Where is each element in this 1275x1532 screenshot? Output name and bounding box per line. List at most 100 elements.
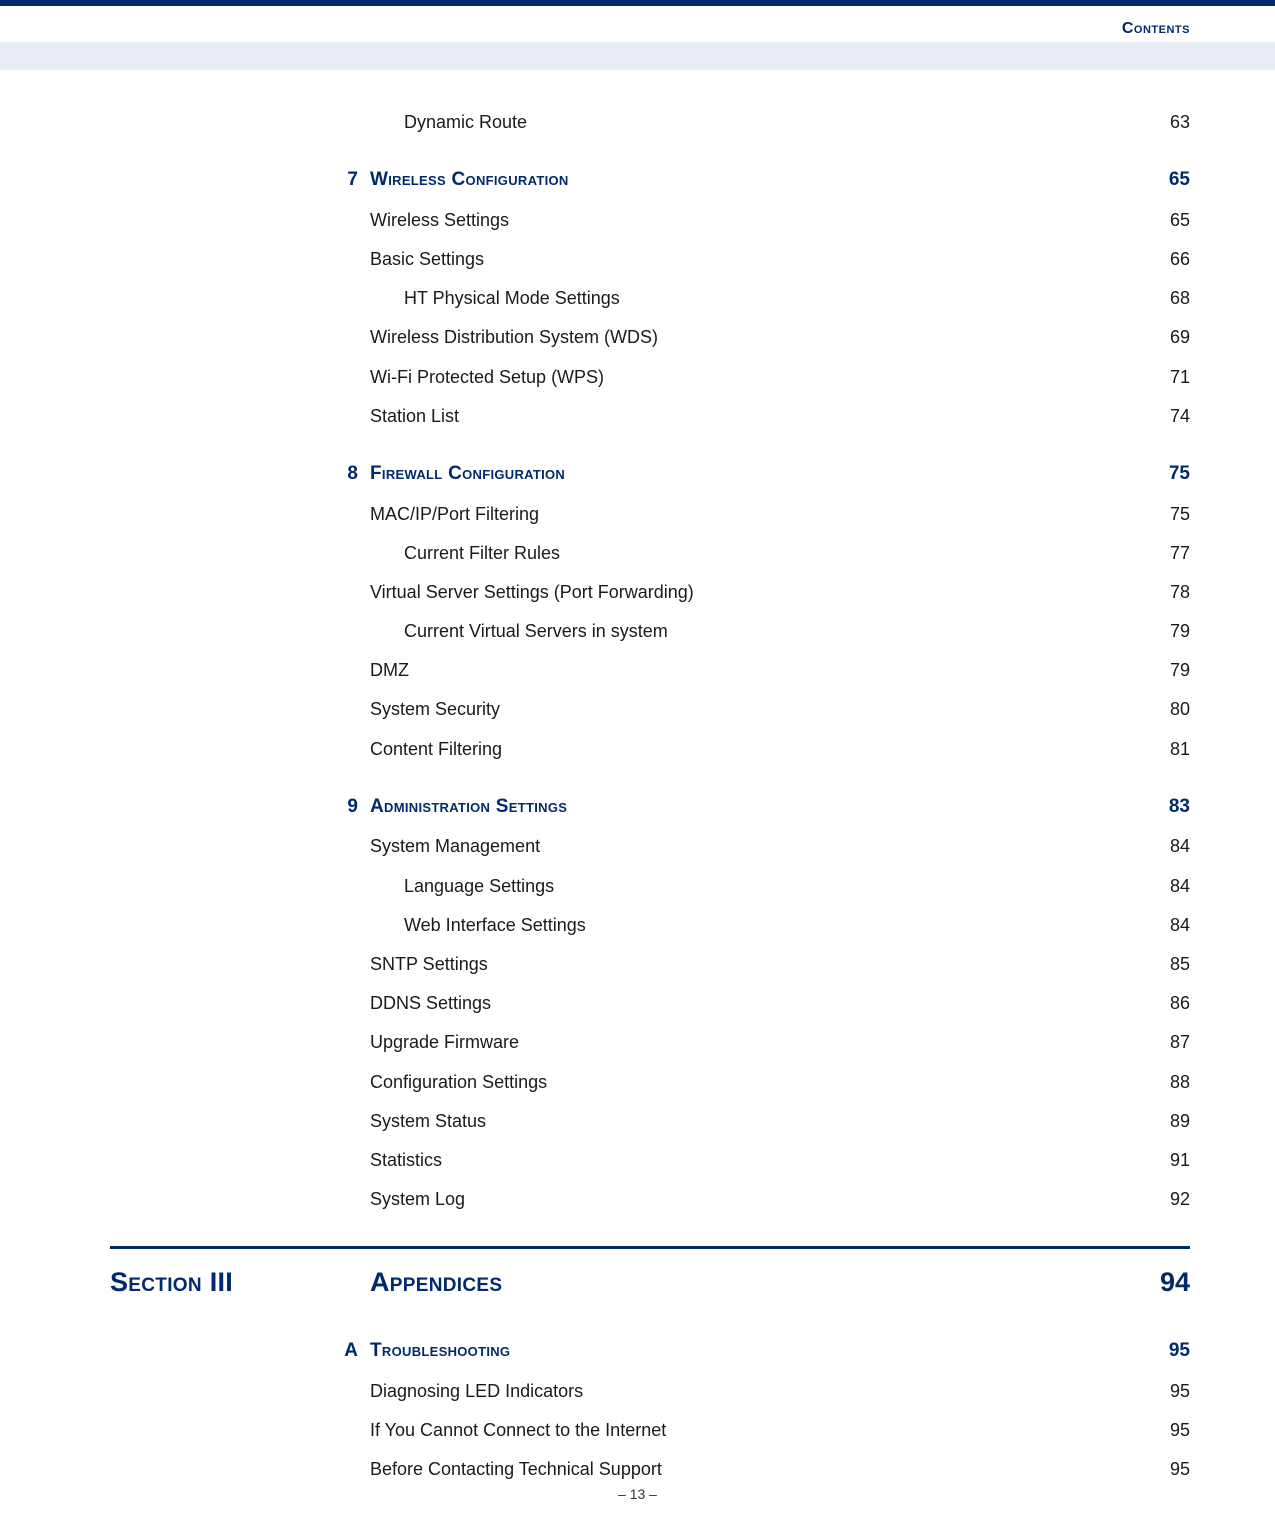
chapter-entry-area: Wireless Configuration65 <box>370 167 1190 194</box>
section-entry-area: Appendices 94 <box>370 1267 1190 1298</box>
entry-area: Wi-Fi Protected Setup (WPS) 71 <box>370 365 1190 390</box>
entry-title: Wi-Fi Protected Setup (WPS) <box>370 365 604 390</box>
chapter-gutter: A <box>110 1338 370 1365</box>
toc-entry-row: System Status 89 <box>110 1109 1190 1134</box>
toc-entry-row: Basic Settings 66 <box>110 247 1190 272</box>
entry-title: SNTP Settings <box>370 952 488 977</box>
toc-entry-row: HT Physical Mode Settings68 <box>110 286 1190 311</box>
entry-page: 71 <box>1170 365 1190 390</box>
entry-area: Diagnosing LED Indicators95 <box>370 1379 1190 1404</box>
entry-title: Web Interface Settings <box>370 913 586 938</box>
toc-entry-row: Wireless Settings 65 <box>110 208 1190 233</box>
toc-entry-row: Current Virtual Servers in system79 <box>110 619 1190 644</box>
entry-title: Virtual Server Settings (Port Forwarding… <box>370 580 694 605</box>
chapter-page: 95 <box>1169 1338 1190 1365</box>
entry-area: System Management84 <box>370 834 1190 859</box>
entry-area: DDNS Settings86 <box>370 991 1190 1016</box>
toc-entry-row: Diagnosing LED Indicators95 <box>110 1379 1190 1404</box>
toc-entry-row: Content Filtering81 <box>110 737 1190 762</box>
entry-page: 92 <box>1170 1187 1190 1212</box>
entry-area: Content Filtering81 <box>370 737 1190 762</box>
entry-title: Diagnosing LED Indicators <box>370 1379 583 1404</box>
toc-entry-row: Dynamic Route63 <box>110 110 1190 135</box>
section-title: Appendices <box>370 1267 502 1298</box>
entry-page: 74 <box>1170 404 1190 429</box>
entry-area: Web Interface Settings 84 <box>370 913 1190 938</box>
entry-area: Dynamic Route63 <box>370 110 1190 135</box>
entry-area: Wireless Settings 65 <box>370 208 1190 233</box>
entry-page: 91 <box>1170 1148 1190 1173</box>
entry-page: 87 <box>1170 1030 1190 1055</box>
entry-area: Configuration Settings 88 <box>370 1070 1190 1095</box>
entry-title: Configuration Settings <box>370 1070 547 1095</box>
page-number: – 13 – <box>0 1486 1275 1502</box>
section-label-gutter: Section III <box>110 1267 370 1298</box>
entry-area: Wireless Distribution System (WDS)69 <box>370 325 1190 350</box>
entry-page: 86 <box>1170 991 1190 1016</box>
entry-page: 78 <box>1170 580 1190 605</box>
entry-title: If You Cannot Connect to the Internet <box>370 1418 666 1443</box>
entry-page: 84 <box>1170 874 1190 899</box>
appendix-container: ATroubleshooting95 Diagnosing LED Indicat… <box>110 1320 1190 1482</box>
entry-area: DMZ79 <box>370 658 1190 683</box>
entry-page: 88 <box>1170 1070 1190 1095</box>
entry-title: Upgrade Firmware <box>370 1030 519 1055</box>
chapter-entry-area: Troubleshooting95 <box>370 1338 1190 1365</box>
entry-title: DMZ <box>370 658 409 683</box>
content-area: Dynamic Route637Wireless Configuration65… <box>110 110 1190 1496</box>
entry-page: 69 <box>1170 325 1190 350</box>
entry-area: Current Virtual Servers in system79 <box>370 619 1190 644</box>
entry-area: System Security 80 <box>370 697 1190 722</box>
entry-page: 89 <box>1170 1109 1190 1134</box>
entry-page: 80 <box>1170 697 1190 722</box>
entry-title: HT Physical Mode Settings <box>370 286 620 311</box>
entry-area: Virtual Server Settings (Port Forwarding… <box>370 580 1190 605</box>
entry-title: Dynamic Route <box>370 110 527 135</box>
chapter-row: ATroubleshooting95 <box>110 1338 1190 1365</box>
entry-title: System Security <box>370 697 500 722</box>
chapter-title: Firewall Configuration <box>370 461 565 488</box>
toc-entry-row: DMZ79 <box>110 658 1190 683</box>
entry-title: System Status <box>370 1109 486 1134</box>
header-label: Contents <box>1122 20 1190 38</box>
entry-title: Basic Settings <box>370 247 484 272</box>
toc-entry-row: Before Contacting Technical Support95 <box>110 1457 1190 1482</box>
chapter-entry-area: Firewall Configuration75 <box>370 461 1190 488</box>
entry-page: 84 <box>1170 834 1190 859</box>
toc-entry-row: MAC/IP/Port Filtering75 <box>110 502 1190 527</box>
toc-entry-row: Configuration Settings 88 <box>110 1070 1190 1095</box>
chapter-title: Wireless Configuration <box>370 167 569 194</box>
toc-entry-row: Station List 74 <box>110 404 1190 429</box>
chapter-row: 7 Wireless Configuration65 <box>110 167 1190 194</box>
entry-page: 79 <box>1170 619 1190 644</box>
entry-title: Wireless Settings <box>370 208 509 233</box>
chapter-number: 8 <box>347 463 358 484</box>
entry-title: Current Filter Rules <box>370 541 560 566</box>
entry-title: System Log <box>370 1187 465 1212</box>
section-label: Section III <box>110 1267 233 1297</box>
entry-area: Language Settings84 <box>370 874 1190 899</box>
entry-area: System Log 92 <box>370 1187 1190 1212</box>
toc-entry-row: Current Filter Rules77 <box>110 541 1190 566</box>
chapter-row: 8 Firewall Configuration75 <box>110 461 1190 488</box>
entry-page: 65 <box>1170 208 1190 233</box>
chapter-entry-area: Administration Settings83 <box>370 794 1190 821</box>
entry-title: Station List <box>370 404 459 429</box>
header-band <box>0 42 1275 70</box>
entry-area: Statistics 91 <box>370 1148 1190 1173</box>
entry-page: 95 <box>1170 1418 1190 1443</box>
toc-entry-row: Wireless Distribution System (WDS)69 <box>110 325 1190 350</box>
toc-entry-row: Wi-Fi Protected Setup (WPS) 71 <box>110 365 1190 390</box>
chapter-number: 7 <box>347 169 358 190</box>
block-spacer <box>110 776 1190 794</box>
section-page: 94 <box>1160 1267 1190 1298</box>
entry-page: 84 <box>1170 913 1190 938</box>
entry-area: HT Physical Mode Settings68 <box>370 286 1190 311</box>
entry-title: Before Contacting Technical Support <box>370 1457 662 1482</box>
section-divider <box>110 1246 1190 1249</box>
entry-page: 66 <box>1170 247 1190 272</box>
entry-title: Statistics <box>370 1148 442 1173</box>
toc-entry-row: If You Cannot Connect to the Internet 95 <box>110 1418 1190 1443</box>
entry-area: Upgrade Firmware 87 <box>370 1030 1190 1055</box>
entry-page: 75 <box>1170 502 1190 527</box>
